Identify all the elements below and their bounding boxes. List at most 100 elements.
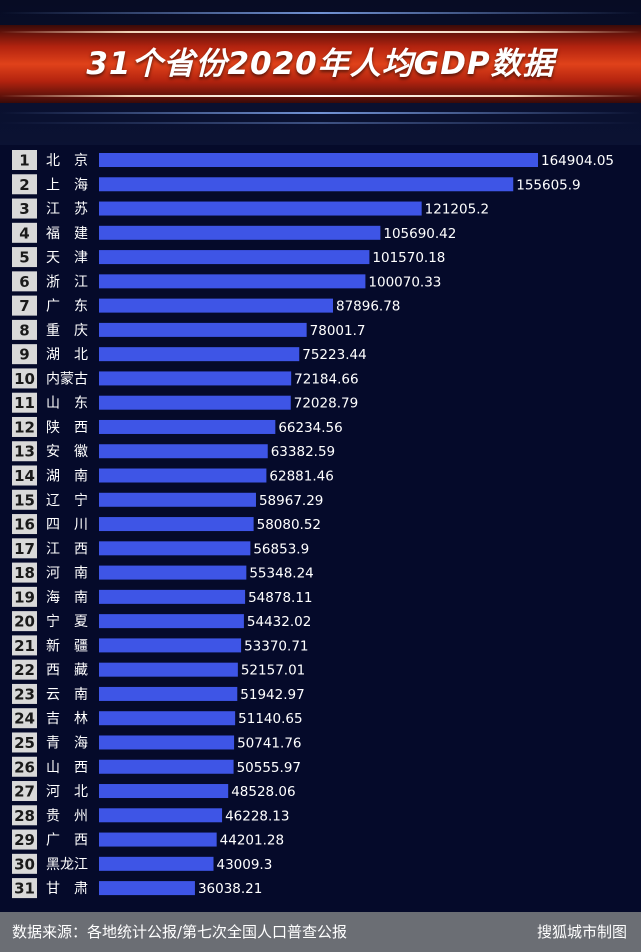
bar-row: 26 山 西 50555.97: [12, 756, 301, 777]
province-label: 宁 夏: [46, 613, 88, 630]
rank-label: 17: [14, 540, 35, 558]
rank-badge: [12, 441, 37, 462]
bar: [99, 201, 422, 216]
bar-row: 2 上 海 155605.9: [12, 174, 581, 195]
data-source-note: 数据来源：各地统计公报/第七次全国人口普查公报: [12, 923, 348, 941]
bar: [99, 395, 291, 410]
rank-badge: [12, 174, 37, 195]
bar-row: 15 辽 宁 58967.29: [12, 489, 323, 510]
rank-badge: [12, 319, 37, 340]
value-label: 155605.9: [516, 177, 580, 193]
rank-label: 11: [14, 394, 35, 412]
value-label: 58080.52: [257, 517, 321, 533]
rank-badge: [12, 659, 37, 680]
bar: [99, 711, 236, 726]
value-label: 164904.05: [541, 153, 614, 169]
rank-label: 19: [14, 588, 35, 606]
rank-label: 4: [19, 224, 29, 242]
bar: [99, 759, 234, 774]
province-label: 河 南: [46, 566, 88, 582]
rank-label: 18: [14, 564, 35, 582]
rank-badge: [12, 416, 37, 437]
header: 31个省份2020年人均GDP数据: [0, 0, 641, 145]
province-label: 四 川: [46, 517, 88, 533]
value-label: 53370.71: [244, 638, 308, 654]
rank-badge: [12, 683, 37, 704]
rank-label: 2: [19, 176, 29, 194]
value-label: 50555.97: [237, 760, 301, 776]
rank-badge: [12, 489, 37, 510]
bar-row: 23 云 南 51942.97: [12, 683, 305, 704]
bar: [99, 832, 217, 847]
rank-label: 6: [19, 273, 29, 291]
rank-badge: [12, 878, 37, 899]
rank-label: 22: [14, 661, 35, 679]
rank-badge: [12, 368, 37, 389]
province-label: 云 南: [46, 687, 88, 703]
rank-label: 21: [14, 637, 35, 655]
value-label: 52157.01: [241, 663, 305, 679]
bar-row: 20 宁 夏 54432.02: [12, 611, 311, 632]
bar: [99, 517, 254, 532]
province-label: 江 苏: [46, 202, 88, 218]
rank-badge: [12, 732, 37, 753]
bar-row: 30 黑龙江 43009.3: [12, 853, 272, 874]
rank-label: 20: [14, 613, 35, 631]
bar: [99, 784, 229, 799]
bar: [99, 614, 244, 629]
rank-label: 28: [14, 807, 35, 825]
bar-row: 3 江 苏 121205.2: [12, 198, 489, 219]
value-label: 55348.24: [249, 566, 313, 582]
rank-badge: [12, 271, 37, 292]
province-label: 河 北: [46, 784, 88, 800]
bar: [99, 638, 242, 653]
light-streak: [0, 12, 641, 14]
rank-badge: [12, 635, 37, 656]
rank-label: 31: [14, 880, 35, 898]
bar-row: 24 吉 林 51140.65: [12, 708, 303, 729]
value-label: 72184.66: [294, 371, 358, 387]
bar-row: 1 北 京 164904.05: [12, 150, 614, 170]
value-label: 36038.21: [198, 881, 262, 897]
province-label: 江 西: [46, 541, 88, 557]
province-label: 天 津: [46, 250, 88, 266]
value-label: 101570.18: [372, 250, 445, 266]
rank-label: 15: [14, 491, 35, 509]
province-label: 浙 江: [46, 274, 88, 290]
value-label: 58967.29: [259, 493, 323, 509]
rank-label: 10: [14, 370, 35, 388]
province-label: 辽 宁: [46, 492, 88, 509]
province-label: 福 建: [46, 226, 88, 242]
rank-badge: [12, 222, 37, 243]
rank-label: 29: [14, 831, 35, 849]
bar-row: 17 江 西 56853.9: [12, 538, 309, 559]
bar: [99, 322, 307, 337]
bar-row: 21 新 疆 53370.71: [12, 635, 309, 656]
bar-row: 16 四 川 58080.52: [12, 514, 321, 535]
rank-badge: [12, 853, 37, 874]
rank-label: 5: [19, 249, 29, 267]
rank-badge: [12, 829, 37, 850]
rank-label: 23: [14, 685, 35, 703]
value-label: 66234.56: [278, 420, 342, 436]
rank-label: 9: [19, 346, 29, 364]
rank-label: 3: [19, 200, 29, 218]
bar: [99, 662, 238, 677]
value-label: 63382.59: [271, 444, 335, 460]
province-label: 西 藏: [46, 663, 88, 679]
bar: [99, 686, 238, 701]
province-label: 吉 林: [46, 711, 88, 727]
rank-badge: [12, 344, 37, 365]
value-label: 121205.2: [425, 202, 489, 218]
value-label: 105690.42: [383, 226, 456, 242]
bar: [99, 468, 267, 483]
rank-badge: [12, 708, 37, 729]
value-label: 62881.46: [269, 469, 333, 485]
bar-row: 8 重 庆 78001.7: [12, 319, 365, 340]
rank-label: 14: [14, 467, 35, 485]
rank-label: 13: [14, 443, 35, 461]
value-label: 46228.13: [225, 808, 289, 824]
bar: [99, 225, 381, 240]
rank-badge: [12, 805, 37, 826]
bar-row: 9 湖 北 75223.44: [12, 344, 367, 365]
